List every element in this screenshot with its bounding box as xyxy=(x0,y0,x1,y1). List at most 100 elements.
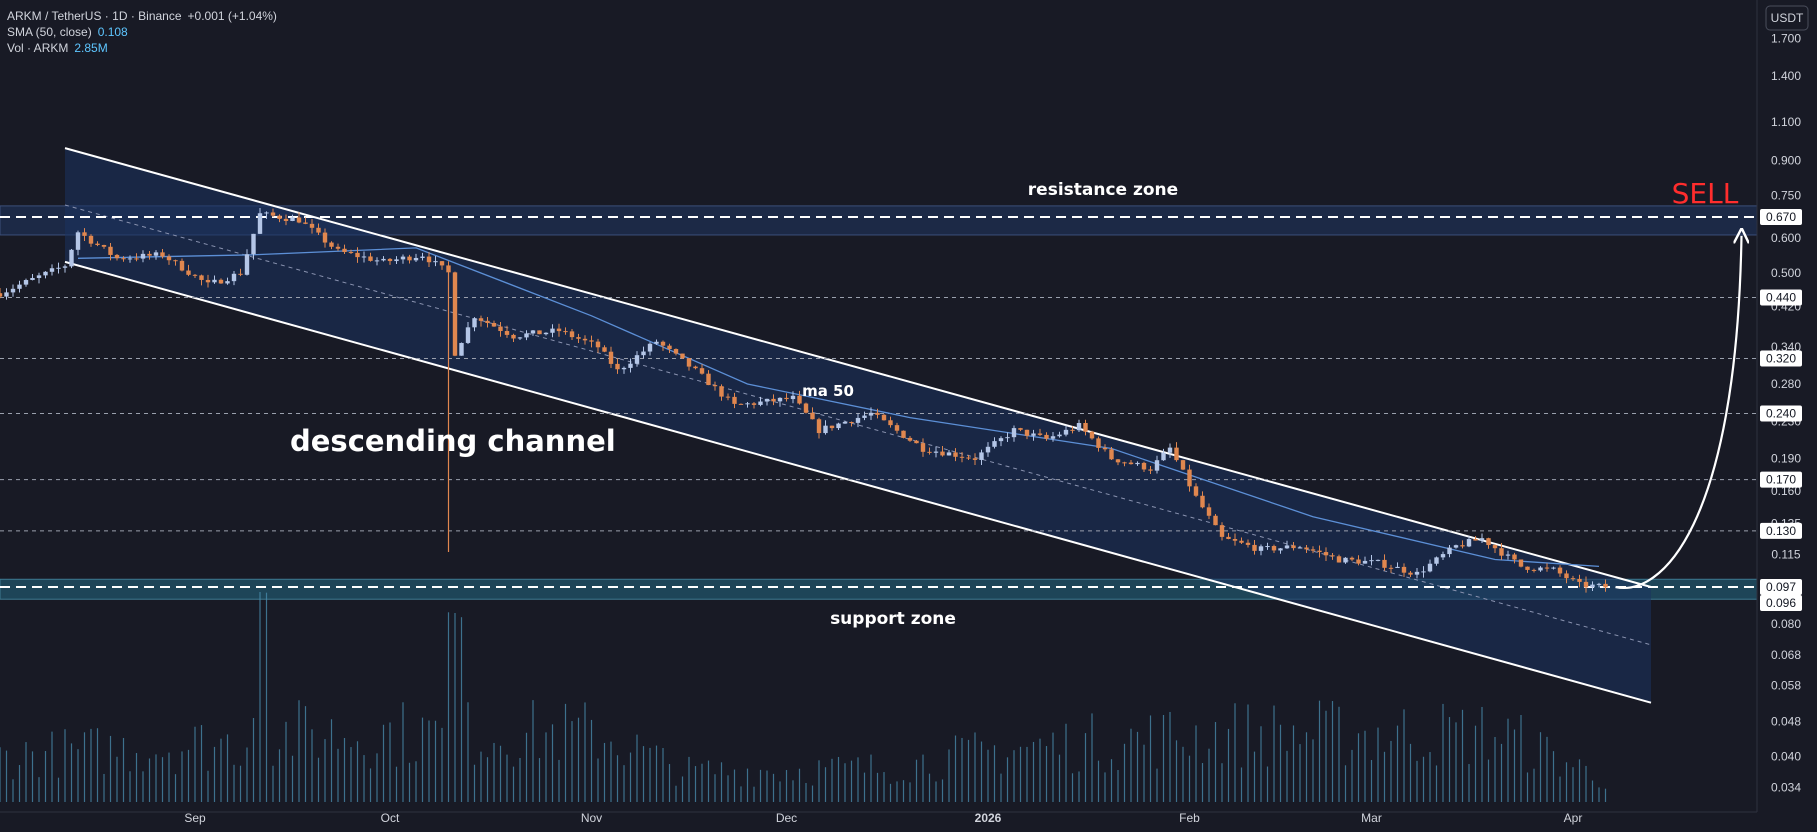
candle-body xyxy=(849,422,854,424)
candle-body xyxy=(608,351,614,364)
volume-bar xyxy=(798,768,801,802)
candle-body xyxy=(1141,462,1147,470)
volume-bar xyxy=(382,724,385,802)
volume-bar xyxy=(597,758,599,802)
volume-bar xyxy=(64,729,66,802)
candle-body xyxy=(62,266,68,268)
volume-bar xyxy=(1383,751,1386,802)
candle-body xyxy=(244,254,250,275)
volume-bar xyxy=(298,700,300,802)
candle-body xyxy=(296,217,302,223)
sma-row[interactable]: SMA (50, close) 0.108 xyxy=(7,24,277,40)
candle-body xyxy=(1330,555,1335,557)
volume-bar xyxy=(831,758,833,802)
candle-body xyxy=(966,457,971,459)
candle-body xyxy=(1109,449,1114,460)
symbol-row[interactable]: ARKM / TetherUS · 1D · Binance +0.001 (+… xyxy=(7,8,277,24)
volume-bar xyxy=(1279,724,1282,802)
volume-bar xyxy=(148,758,151,802)
candle-body xyxy=(693,366,698,369)
volume-bar xyxy=(629,752,632,802)
volume-bar xyxy=(441,727,443,802)
volume-bar xyxy=(252,718,255,802)
volume-bar xyxy=(1318,700,1321,802)
volume-bar xyxy=(1188,755,1191,802)
candle-body xyxy=(1213,515,1218,526)
currency-button[interactable]: USDT xyxy=(1765,5,1809,31)
volume-bar xyxy=(1214,722,1217,802)
volume-bar xyxy=(1305,732,1308,802)
candle-body xyxy=(1063,429,1069,435)
volume-bar xyxy=(720,762,723,802)
candle-body xyxy=(1343,557,1348,563)
volume-bar xyxy=(1364,730,1366,802)
candle-body xyxy=(1447,547,1452,555)
candle-body xyxy=(524,333,529,338)
volume-bar xyxy=(909,782,911,802)
candle-body xyxy=(368,256,373,261)
volume-bar xyxy=(1169,711,1171,802)
price-tick-label: 0.900 xyxy=(1771,153,1801,167)
candle-body xyxy=(56,267,61,269)
currency-button-label: USDT xyxy=(1771,11,1804,25)
candle-body xyxy=(101,245,107,247)
time-tick-label: Feb xyxy=(1179,811,1200,825)
volume-bar xyxy=(1357,733,1360,802)
candle-body xyxy=(1544,567,1550,569)
candle-body xyxy=(1382,559,1387,568)
candle-body xyxy=(17,284,22,289)
candle-body xyxy=(1375,559,1381,561)
candle-body xyxy=(550,328,555,333)
candle-body xyxy=(829,425,835,429)
volume-bar xyxy=(785,770,788,802)
candle-body xyxy=(309,223,315,228)
volume-bar xyxy=(1078,771,1080,802)
candle-body xyxy=(1427,563,1433,572)
candle-body xyxy=(894,425,900,431)
volume-bar xyxy=(1500,743,1503,802)
volume-layer xyxy=(0,592,1607,802)
candle-body xyxy=(1401,566,1407,573)
symbol-label: ARKM / TetherUS · 1D · Binance xyxy=(7,9,182,23)
volume-bar xyxy=(974,732,976,802)
candle-body xyxy=(381,258,386,261)
volume-bar xyxy=(467,702,469,802)
price-axis[interactable]: 1.7001.4001.1000.9000.7500.6000.5000.420… xyxy=(1760,32,1802,795)
volume-bar xyxy=(116,756,118,802)
candle-body xyxy=(979,452,984,460)
candle-body xyxy=(1414,571,1420,575)
candle-body xyxy=(914,440,919,444)
sell-arrow-layer xyxy=(1615,236,1742,589)
volume-bar xyxy=(1071,773,1074,802)
candle-body xyxy=(1583,581,1589,588)
volume-bar xyxy=(1143,744,1145,802)
candle-body xyxy=(121,258,126,260)
volume-bar xyxy=(1130,728,1132,802)
candle-body xyxy=(706,373,711,386)
price-tick-label: 0.600 xyxy=(1771,231,1801,245)
candle-body xyxy=(621,367,627,370)
volume-bar xyxy=(194,726,196,802)
candle-body xyxy=(907,437,913,441)
candle-body xyxy=(257,213,263,234)
volume-bar xyxy=(434,720,437,802)
candle-body xyxy=(413,257,419,261)
volume-row[interactable]: Vol · ARKM 2.85M xyxy=(7,40,277,56)
time-tick-label: Sep xyxy=(184,811,206,825)
volume-bar xyxy=(1104,772,1106,802)
time-axis[interactable]: Sep Oct Nov Dec 2026 Feb Mar Apr xyxy=(184,811,1582,825)
candle-body xyxy=(1070,429,1075,431)
volume-bar xyxy=(1260,726,1262,802)
volume-bar xyxy=(1312,739,1314,802)
candle-body xyxy=(1570,578,1576,580)
candle-body xyxy=(1304,547,1309,550)
level-badge-label: 0.670 xyxy=(1766,210,1796,224)
candle-body xyxy=(1460,545,1465,547)
candle-body xyxy=(823,425,828,434)
volume-bar xyxy=(135,753,138,802)
volume-bar xyxy=(480,751,482,802)
volume-bar xyxy=(1396,725,1399,802)
candle-body xyxy=(10,288,16,293)
volume-bar xyxy=(330,719,333,802)
